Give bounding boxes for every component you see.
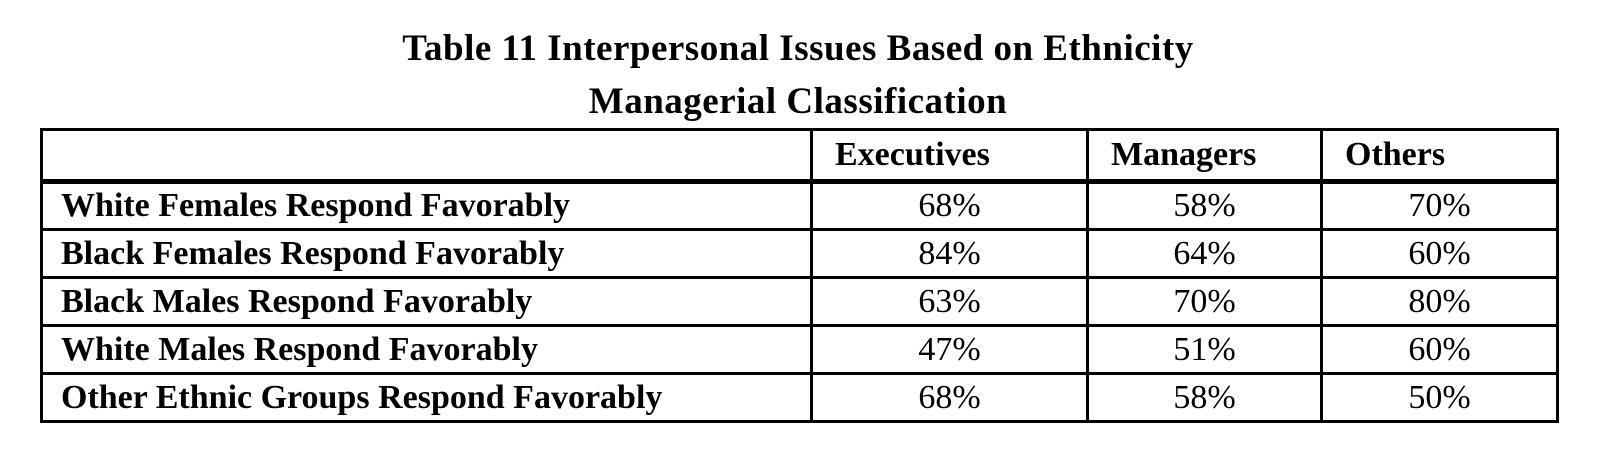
value-cell: 58% bbox=[1086, 372, 1323, 423]
value-cell: 51% bbox=[1086, 324, 1323, 375]
header-cell-executives: Executives bbox=[810, 128, 1089, 184]
row-label-white-females: White Females Respond Favorably bbox=[40, 180, 813, 231]
value-cell: 60% bbox=[1320, 324, 1559, 375]
row-label-black-males: Black Males Respond Favorably bbox=[40, 276, 813, 327]
header-row: Executives Managers Others bbox=[40, 128, 1559, 184]
value-cell: 47% bbox=[810, 324, 1089, 375]
value-cell: 58% bbox=[1086, 180, 1323, 231]
value-cell: 70% bbox=[1086, 276, 1323, 327]
value-cell: 68% bbox=[810, 180, 1089, 231]
table-row: White Males Respond Favorably 47% 51% 60… bbox=[40, 324, 1559, 375]
value-cell: 84% bbox=[810, 228, 1089, 279]
row-label-other-ethnic-groups: Other Ethnic Groups Respond Favorably bbox=[40, 372, 813, 423]
value-cell: 68% bbox=[810, 372, 1089, 423]
value-cell: 60% bbox=[1320, 228, 1559, 279]
value-cell: 70% bbox=[1320, 180, 1559, 231]
row-label-black-females: Black Females Respond Favorably bbox=[40, 228, 813, 279]
header-cell-managers: Managers bbox=[1086, 128, 1323, 184]
table-title-line-2: Managerial Classification bbox=[588, 81, 1008, 122]
table-row: Other Ethnic Groups Respond Favorably 68… bbox=[40, 372, 1559, 423]
value-cell: 80% bbox=[1320, 276, 1559, 327]
table-row: White Females Respond Favorably 68% 58% … bbox=[40, 180, 1559, 231]
table-row: Black Males Respond Favorably 63% 70% 80… bbox=[40, 276, 1559, 327]
table-row: Black Females Respond Favorably 84% 64% … bbox=[40, 228, 1559, 279]
row-label-white-males: White Males Respond Favorably bbox=[40, 324, 813, 375]
header-cell-others: Others bbox=[1320, 128, 1559, 184]
table-title: Table 11 Interpersonal Issues Based on E… bbox=[40, 22, 1556, 128]
header-cell-blank bbox=[40, 128, 813, 184]
value-cell: 63% bbox=[810, 276, 1089, 327]
ethnicity-data-table: Executives Managers Others White Females… bbox=[40, 128, 1559, 423]
value-cell: 64% bbox=[1086, 228, 1323, 279]
value-cell: 50% bbox=[1320, 372, 1559, 423]
table-title-line-1: Table 11 Interpersonal Issues Based on E… bbox=[402, 28, 1194, 69]
